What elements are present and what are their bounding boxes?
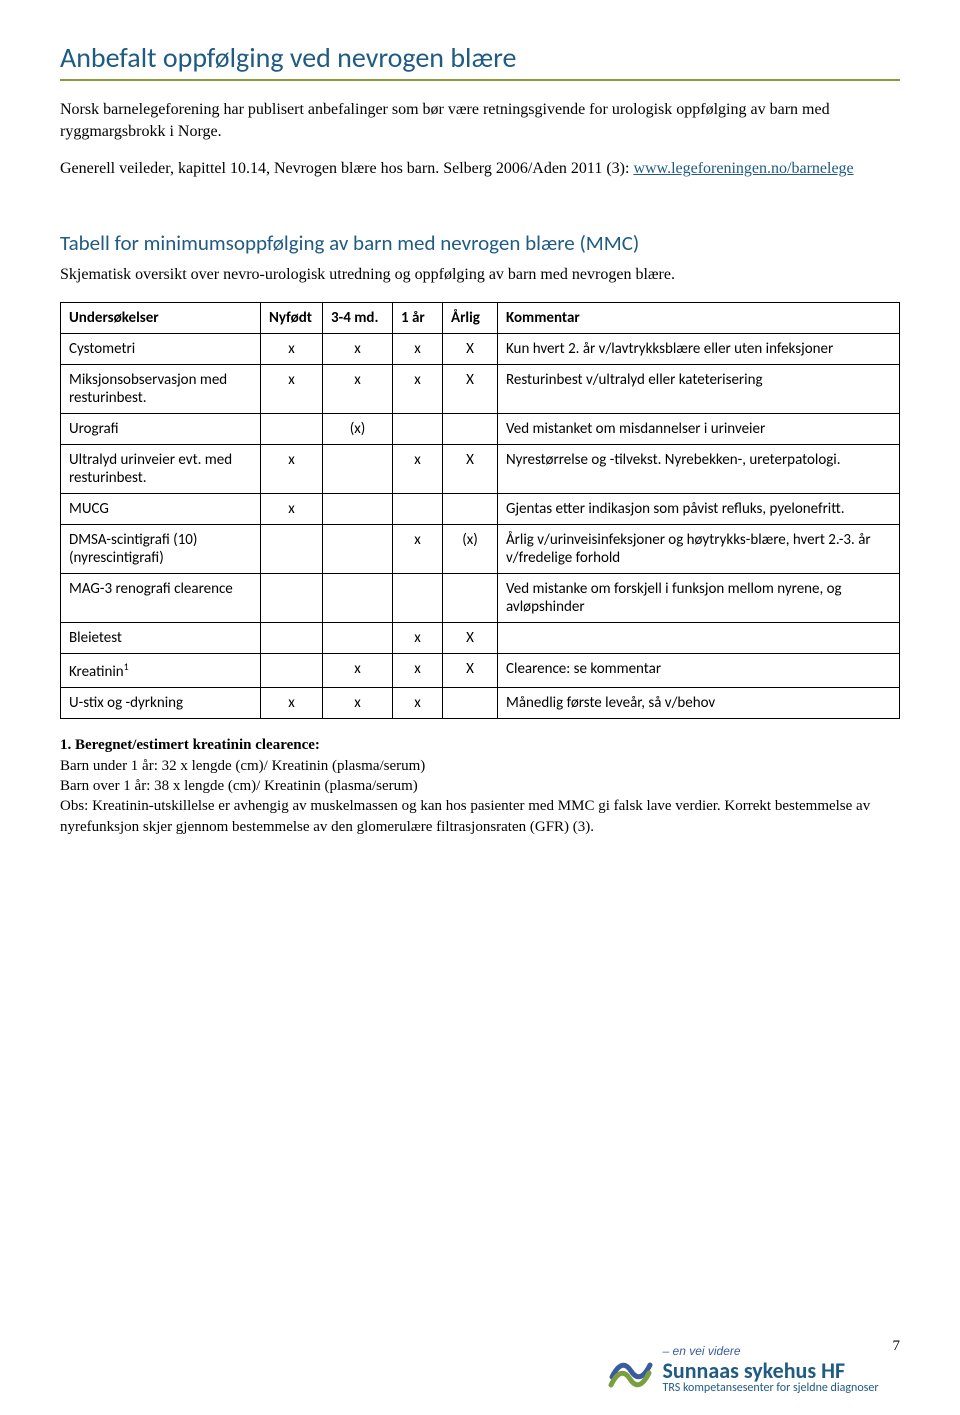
row-comment: [498, 622, 900, 653]
row-label: Ultralyd urinveier evt. med resturinbest…: [61, 444, 261, 493]
row-comment: Ved mistanke om forskjell i funksjon mel…: [498, 573, 900, 622]
col-34md: 3-4 md.: [323, 302, 393, 333]
row-label: Bleietest: [61, 622, 261, 653]
row-comment: Månedlig første leveår, så v/behov: [498, 687, 900, 718]
reference-text: Generell veileder, kapittel 10.14, Nevro…: [60, 160, 633, 177]
row-mark: [261, 622, 323, 653]
footer-org-name: Sunnaas sykehus HF: [663, 1359, 879, 1382]
row-mark: x: [393, 653, 443, 687]
row-mark: [443, 687, 498, 718]
row-mark: [393, 573, 443, 622]
row-mark: x: [261, 687, 323, 718]
row-mark: x: [393, 622, 443, 653]
row-mark: X: [443, 444, 498, 493]
row-mark: [323, 622, 393, 653]
table-row: Urografi (x) Ved mistanket om misdannelser…: [61, 413, 900, 444]
row-mark: X: [443, 333, 498, 364]
page-title: Anbefalt oppfølging ved nevrogen blære: [60, 40, 900, 75]
row-mark: [443, 413, 498, 444]
table-row: U-stix og -dyrkningxxxMånedlig første le…: [61, 687, 900, 718]
row-label: MAG-3 renografi clearence: [61, 573, 261, 622]
row-mark: (x): [323, 413, 393, 444]
col-arlig: Årlig: [443, 302, 498, 333]
col-undersokelser: Undersøkelser: [61, 302, 261, 333]
row-mark: x: [393, 364, 443, 413]
title-divider: [60, 79, 900, 81]
row-mark: [393, 413, 443, 444]
section-subtitle: Skjematisk oversikt over nevro-urologisk…: [60, 266, 900, 284]
intro-paragraph: Norsk barnelegeforening har publisert an…: [60, 99, 900, 142]
row-mark: x: [261, 333, 323, 364]
row-label: U-stix og -dyrkning: [61, 687, 261, 718]
row-mark: [323, 493, 393, 524]
row-mark: x: [393, 444, 443, 493]
row-mark: x: [323, 687, 393, 718]
footnote-line-1: Barn under 1 år: 32 x lengde (cm)/ Kreat…: [60, 756, 900, 776]
row-mark: [443, 573, 498, 622]
row-mark: x: [261, 364, 323, 413]
row-mark: X: [443, 364, 498, 413]
row-comment: Ved mistanket om misdannelser i urinveie…: [498, 413, 900, 444]
footer-tagline: – en vei videre: [663, 1345, 879, 1358]
table-row: Ultralyd urinveier evt. med resturinbest…: [61, 444, 900, 493]
row-comment: Gjentas etter indikasjon som påvist refl…: [498, 493, 900, 524]
section-title: Tabell for minimumsoppfølging av barn me…: [60, 230, 900, 256]
row-mark: x: [261, 493, 323, 524]
sunnaas-logo-icon: [607, 1347, 655, 1395]
page-number: 7: [893, 1338, 901, 1395]
table-row: Kreatinin1xxXClearence: se kommentar: [61, 653, 900, 687]
table-row: DMSA-scintigrafi (10)(nyrescintigrafi) x(…: [61, 524, 900, 573]
footnote-line-3: Obs: Kreatinin-utskillelse er avhengig a…: [60, 796, 900, 837]
row-mark: x: [323, 333, 393, 364]
row-mark: [323, 444, 393, 493]
row-mark: [261, 653, 323, 687]
col-nyfodt: Nyfødt: [261, 302, 323, 333]
row-mark: x: [261, 444, 323, 493]
row-label: Cystometri: [61, 333, 261, 364]
row-comment: Resturinbest v/ultralyd eller kateterise…: [498, 364, 900, 413]
row-mark: x: [323, 653, 393, 687]
row-mark: X: [443, 653, 498, 687]
reference-paragraph: Generell veileder, kapittel 10.14, Nevro…: [60, 158, 900, 180]
footer-org-sub: TRS kompetansesenter for sjeldne diagnos…: [663, 1382, 879, 1395]
row-mark: x: [393, 687, 443, 718]
table-row: Miksjonsobservasjon med resturinbest.xxx…: [61, 364, 900, 413]
reference-link[interactable]: www.legeforeningen.no/barnelege: [633, 160, 853, 177]
followup-table: Undersøkelser Nyfødt 3-4 md. 1 år Årlig …: [60, 302, 900, 719]
row-mark: [261, 573, 323, 622]
table-row: Bleietest xX: [61, 622, 900, 653]
footer-logo-text: – en vei videre Sunnaas sykehus HF TRS k…: [663, 1345, 879, 1395]
row-mark: [261, 524, 323, 573]
table-row: MAG-3 renografi clearence Ved mistanke om…: [61, 573, 900, 622]
row-label: Kreatinin1: [61, 653, 261, 687]
row-mark: X: [443, 622, 498, 653]
row-label: Miksjonsobservasjon med resturinbest.: [61, 364, 261, 413]
table-row: MUCGx Gjentas etter indikasjon som påvist…: [61, 493, 900, 524]
row-mark: [323, 524, 393, 573]
page-footer: – en vei videre Sunnaas sykehus HF TRS k…: [60, 1338, 900, 1395]
row-mark: [323, 573, 393, 622]
row-comment: Kun hvert 2. år v/lavtrykksblære eller u…: [498, 333, 900, 364]
table-header-row: Undersøkelser Nyfødt 3-4 md. 1 år Årlig …: [61, 302, 900, 333]
table-row: CystometrixxxXKun hvert 2. år v/lavtrykk…: [61, 333, 900, 364]
row-comment: Clearence: se kommentar: [498, 653, 900, 687]
row-mark: x: [393, 524, 443, 573]
row-comment: Nyrestørrelse og -tilvekst. Nyrebekken-,…: [498, 444, 900, 493]
row-label: MUCG: [61, 493, 261, 524]
row-mark: x: [393, 333, 443, 364]
row-mark: (x): [443, 524, 498, 573]
row-label: Urografi: [61, 413, 261, 444]
col-1ar: 1 år: [393, 302, 443, 333]
col-kommentar: Kommentar: [498, 302, 900, 333]
row-mark: x: [323, 364, 393, 413]
row-mark: [261, 413, 323, 444]
row-mark: [393, 493, 443, 524]
footnote-line-2: Barn over 1 år: 38 x lengde (cm)/ Kreati…: [60, 776, 900, 796]
row-label: DMSA-scintigrafi (10)(nyrescintigrafi): [61, 524, 261, 573]
footnote-heading: 1. Beregnet/estimert kreatinin clearence…: [60, 737, 900, 754]
row-mark: [443, 493, 498, 524]
row-comment: Årlig v/urinveisinfeksjoner og høytrykks…: [498, 524, 900, 573]
